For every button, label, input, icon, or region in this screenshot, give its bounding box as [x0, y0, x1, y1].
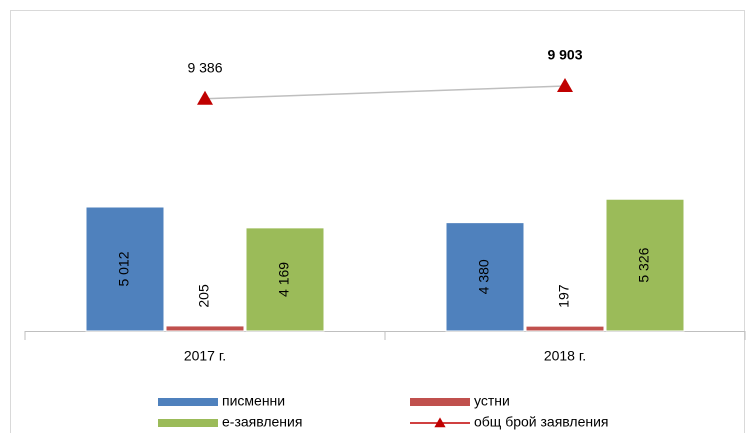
line-marker: [197, 90, 213, 105]
data-label: 9 903: [547, 47, 582, 63]
data-label: 4 380: [476, 259, 492, 294]
bar: [245, 227, 325, 332]
line-marker: [557, 78, 573, 92]
bar: [525, 325, 605, 332]
data-label: 5 012: [116, 251, 132, 286]
legend-label: е-заявления: [222, 414, 302, 430]
line: [204, 85, 566, 100]
legend-swatch: [158, 398, 218, 406]
data-label: 5 326: [636, 247, 652, 282]
x-tick-label: 2018 г.: [544, 348, 586, 364]
legend-marker: [434, 417, 446, 428]
bar: [165, 325, 245, 332]
bar: [85, 206, 165, 332]
data-label: 9 386: [187, 59, 222, 75]
data-label: 4 169: [276, 262, 292, 297]
data-label: 197: [556, 284, 572, 308]
legend-label: общ брой заявления: [474, 414, 609, 430]
legend-swatch: [158, 419, 218, 427]
bar: [605, 198, 685, 332]
legend-label: устни: [474, 393, 510, 409]
chart-border: [10, 10, 745, 438]
legend-swatch: [410, 398, 470, 406]
data-label: 205: [196, 284, 212, 308]
legend-label: писменни: [222, 393, 285, 409]
x-tick-label: 2017 г.: [184, 348, 226, 364]
bar: [445, 222, 525, 332]
